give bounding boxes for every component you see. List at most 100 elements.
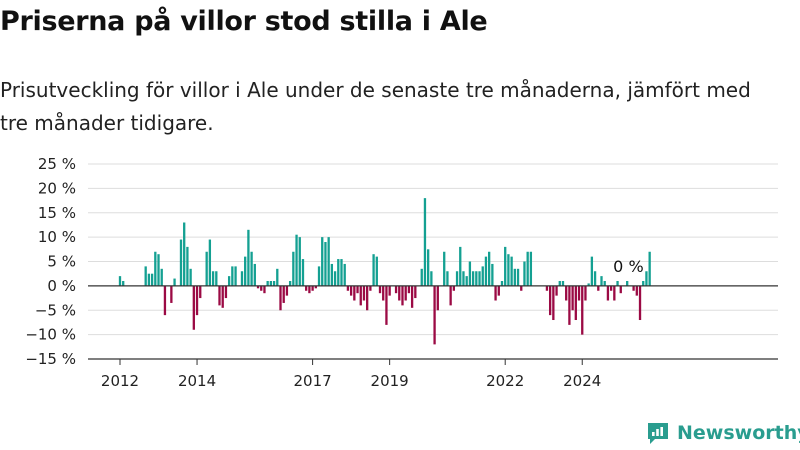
chart-subtitle: Prisutveckling för villor i Ale under de…	[0, 78, 751, 135]
bar	[295, 234, 298, 286]
y-tick-label: 20 %	[38, 179, 76, 197]
bar	[504, 246, 507, 286]
bar	[385, 285, 388, 325]
bar	[552, 285, 555, 321]
y-tick-label: 0 %	[47, 277, 76, 295]
bar	[584, 285, 587, 301]
x-tick-label: 2017	[294, 372, 332, 390]
bar	[600, 276, 603, 286]
bar	[359, 285, 362, 306]
bar	[231, 266, 234, 286]
bar	[548, 285, 552, 316]
newsworthy-logo-icon	[648, 423, 668, 444]
bar	[401, 285, 404, 306]
bar	[593, 271, 597, 286]
bar	[404, 285, 407, 301]
bar	[333, 271, 337, 286]
bar	[147, 273, 151, 286]
bar	[279, 285, 282, 311]
bar	[555, 285, 558, 296]
bar	[353, 285, 356, 301]
bar	[459, 246, 462, 286]
bar	[616, 281, 619, 286]
bar	[523, 261, 526, 286]
bar	[324, 242, 327, 286]
bar	[317, 266, 321, 286]
bar	[638, 285, 642, 321]
bar	[500, 281, 504, 286]
x-tick-label: 2014	[178, 372, 216, 390]
y-tick-label: −5 %	[35, 301, 76, 319]
bar	[208, 239, 212, 286]
bar	[507, 254, 510, 286]
bar	[192, 285, 195, 330]
bar	[526, 251, 529, 286]
bar	[475, 271, 478, 286]
bar	[603, 281, 606, 286]
bar	[179, 239, 183, 286]
bar	[462, 271, 465, 286]
bar	[340, 259, 343, 286]
bar	[183, 222, 186, 286]
bar	[481, 266, 484, 286]
bar	[314, 285, 317, 289]
x-axis: 2012 2014 2017 2019 2022 2024	[101, 359, 601, 390]
bar	[150, 273, 154, 286]
bar	[160, 268, 163, 286]
bar	[362, 285, 366, 301]
bar	[170, 285, 173, 303]
bar	[587, 283, 590, 286]
bar	[545, 285, 549, 291]
bar	[407, 285, 411, 294]
y-tick-label: 5 %	[47, 253, 76, 271]
annotations: 0 %	[613, 257, 643, 276]
bar	[410, 285, 414, 308]
bar	[423, 198, 427, 286]
bar	[366, 285, 369, 311]
bar	[648, 251, 651, 286]
bar	[195, 285, 199, 316]
bar	[330, 263, 334, 286]
bar	[443, 251, 446, 286]
bar	[221, 285, 224, 308]
bar	[321, 237, 324, 286]
y-tick-label: −10 %	[25, 326, 76, 344]
bar	[337, 259, 340, 286]
bar	[484, 256, 488, 286]
grid-lines	[88, 163, 778, 360]
bar	[378, 285, 382, 294]
brand-logo[interactable]: Newsworthy	[645, 418, 800, 448]
bar	[218, 285, 221, 306]
bar	[427, 249, 430, 286]
bar	[455, 271, 459, 286]
bar	[452, 285, 455, 291]
bar	[372, 254, 375, 286]
bar	[375, 256, 378, 286]
bar	[449, 285, 452, 306]
bar	[244, 256, 247, 286]
bar	[494, 285, 497, 301]
bar	[253, 263, 256, 286]
bar	[510, 256, 513, 286]
bar	[369, 285, 372, 291]
bar	[626, 281, 629, 286]
bar	[144, 266, 147, 286]
bar	[163, 285, 167, 316]
bar	[606, 285, 610, 301]
y-tick-label: 10 %	[38, 228, 76, 246]
bar	[189, 268, 192, 286]
bar	[635, 285, 638, 296]
bar	[282, 285, 285, 303]
bar	[488, 251, 491, 286]
bar	[597, 285, 600, 291]
bar	[308, 285, 311, 294]
bar	[186, 246, 189, 286]
bar	[382, 285, 385, 301]
bar	[561, 281, 565, 286]
bar	[433, 285, 436, 345]
bar	[529, 251, 533, 286]
y-axis: −15 % −10 % −5 % 0 % 5 % 10 % 15 % 20 % 25 %	[25, 155, 76, 368]
bar	[311, 285, 314, 291]
bar	[609, 285, 613, 291]
